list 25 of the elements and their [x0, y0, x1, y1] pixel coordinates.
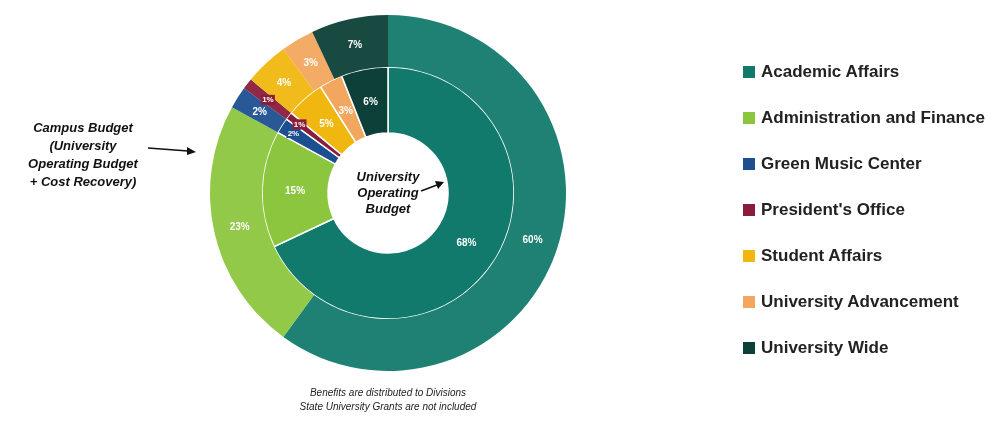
legend-label: University Wide: [761, 338, 889, 357]
data-label: 23%: [229, 220, 250, 232]
data-label: 3%: [303, 56, 318, 68]
data-label: 6%: [363, 96, 378, 108]
legend-label: University Advancement: [761, 292, 960, 311]
data-label: 4%: [276, 76, 292, 88]
data-label: 2%: [252, 106, 267, 118]
data-label: 1%: [262, 95, 274, 105]
data-label: 2%: [287, 128, 300, 138]
slice-label: Campus Budget (University Operating Budget + Cost Recovery): [28, 120, 139, 189]
text: State University Grants are not included: [299, 401, 477, 412]
data-label: 7%: [347, 39, 363, 51]
legend-label: Student Affairs: [761, 246, 883, 265]
data-label: 60%: [522, 234, 543, 246]
text: Benefits are distributed to Divisions: [309, 387, 467, 398]
data-label: 1%: [293, 119, 306, 129]
legend-label: President's Office: [761, 200, 905, 219]
slice-label: University Operating Budget: [356, 169, 421, 216]
data-label: 5%: [319, 117, 334, 129]
legend-label: Green Music Center: [761, 154, 922, 173]
data-label: 3%: [338, 104, 354, 116]
legend-label: Administration and Finance: [761, 108, 985, 127]
data-label: 15%: [285, 184, 306, 196]
data-label: 68%: [456, 237, 477, 249]
legend-label: Academic Affairs: [761, 62, 900, 81]
